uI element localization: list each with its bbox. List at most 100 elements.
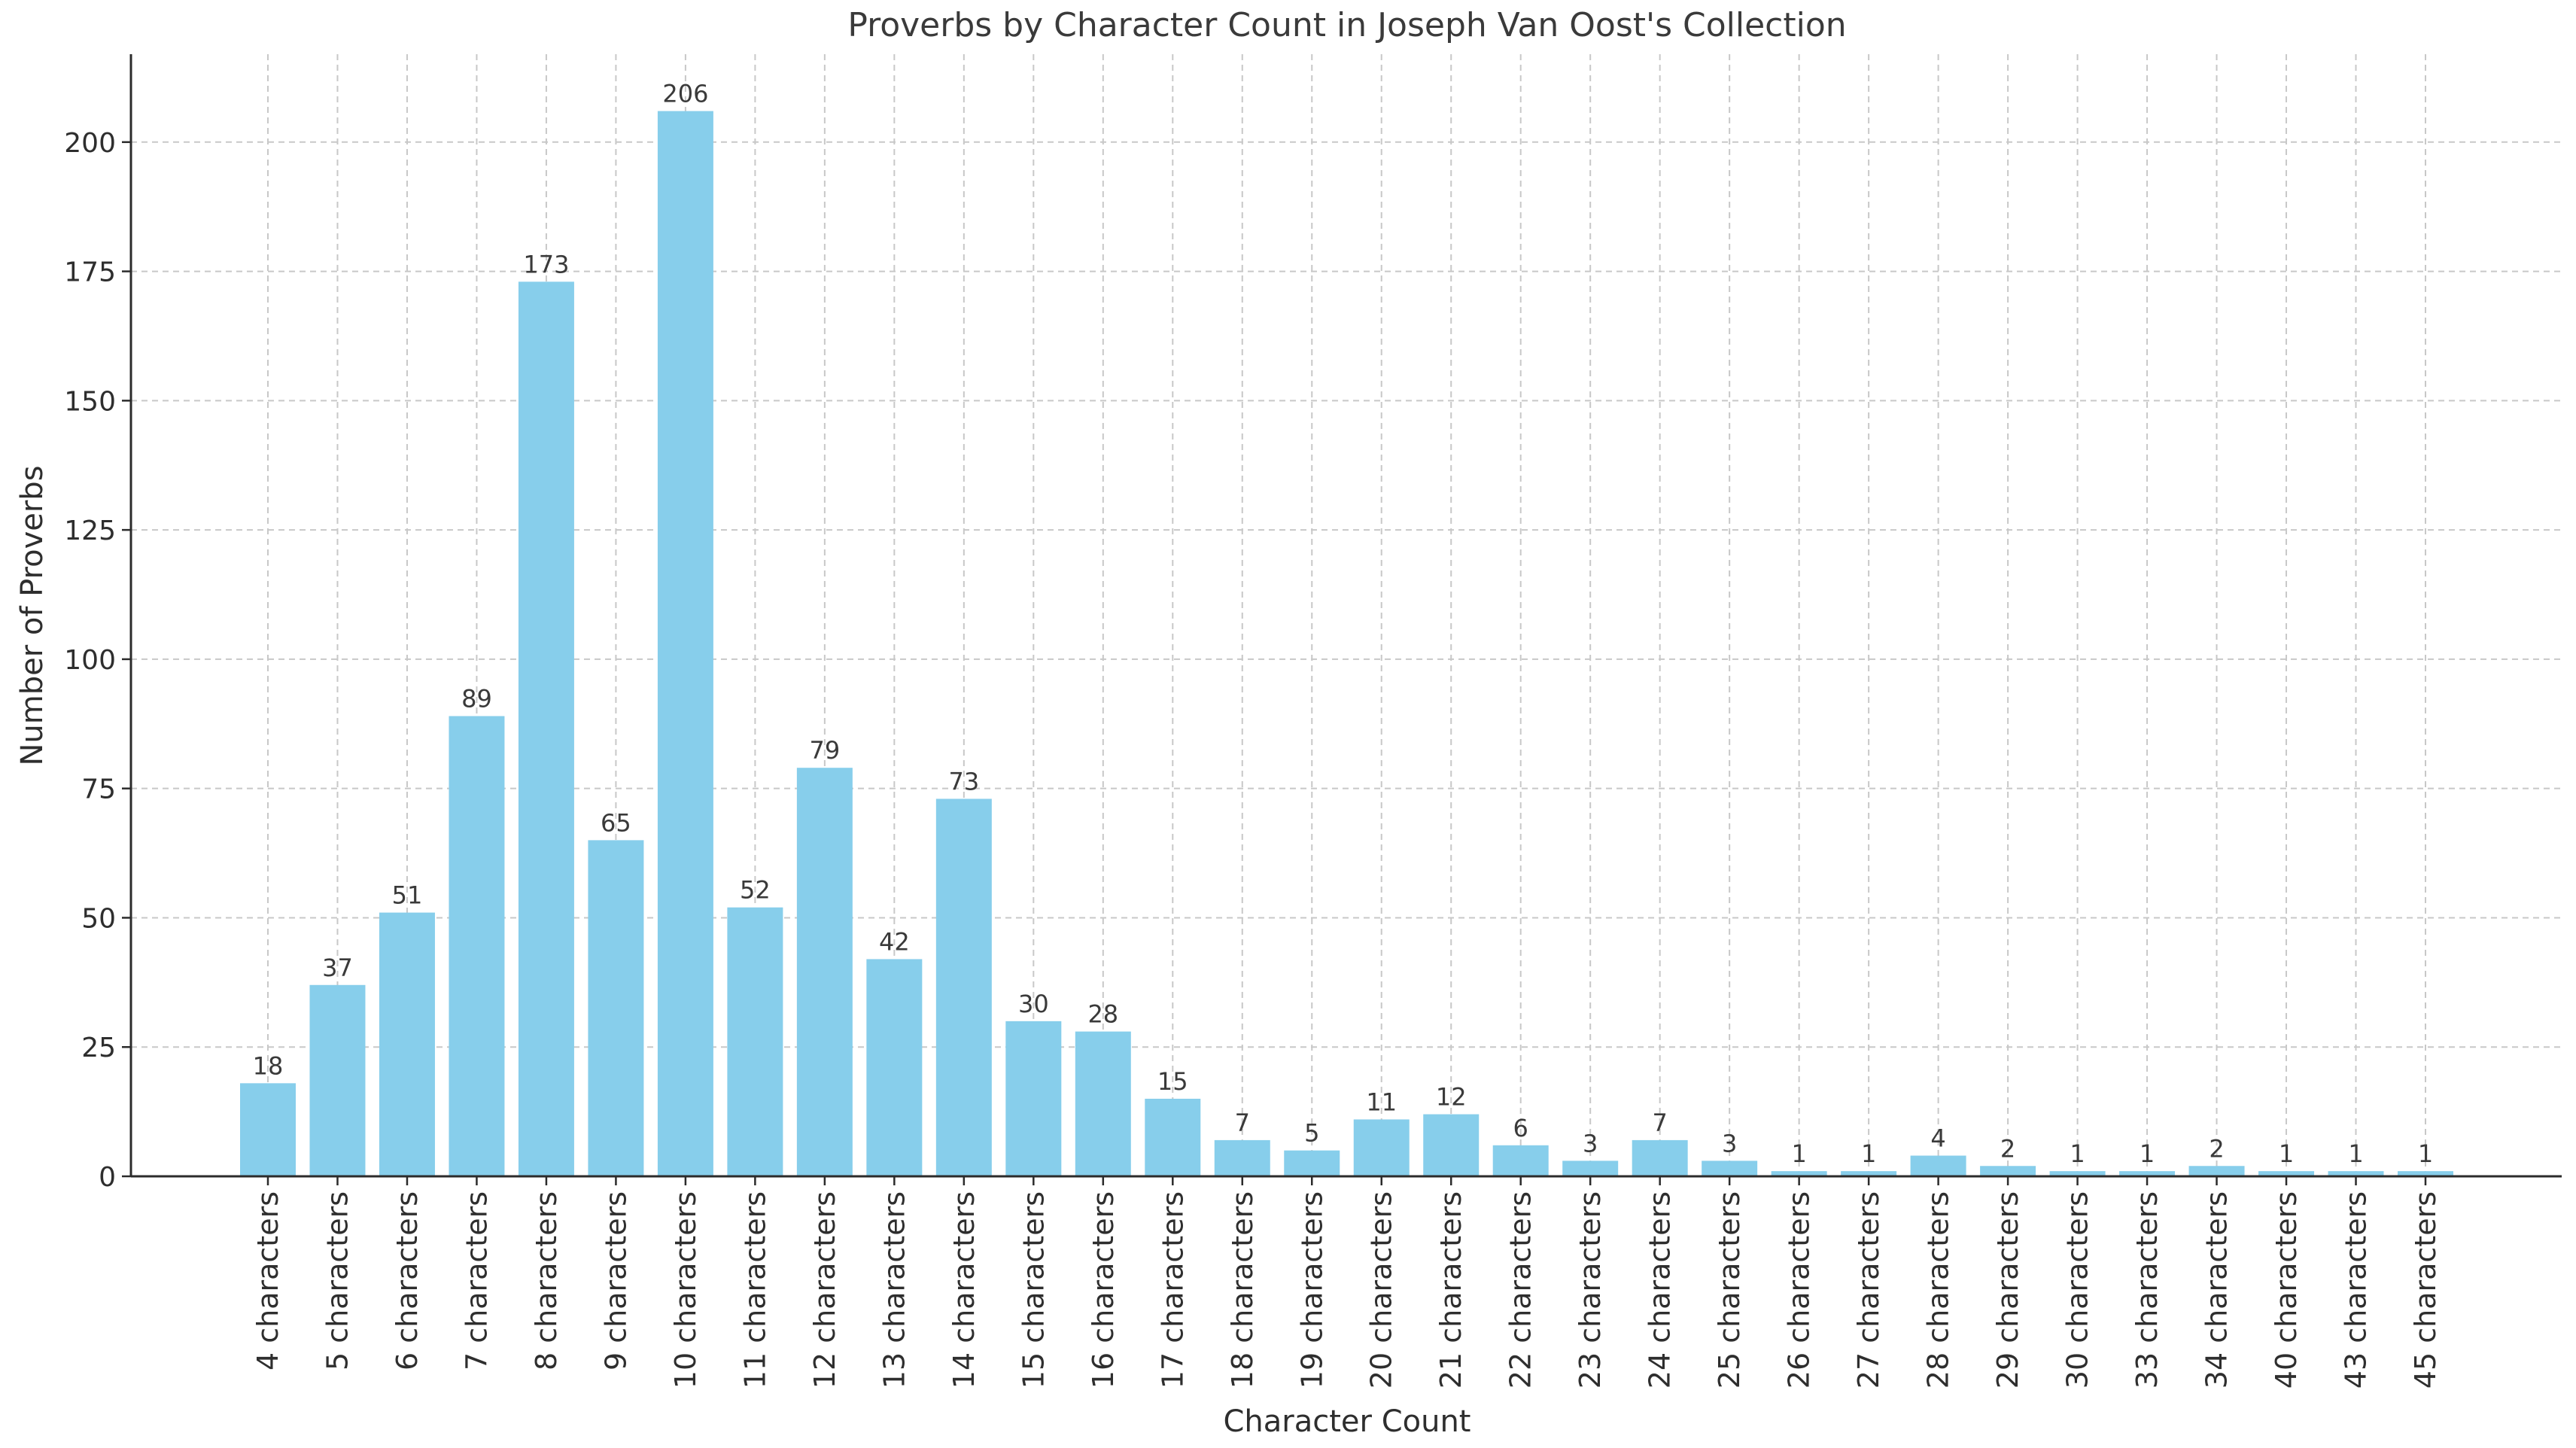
data-label: 51	[392, 881, 423, 910]
data-label: 1	[1791, 1139, 1806, 1168]
data-label: 30	[1018, 990, 1049, 1018]
bar	[1005, 1021, 1062, 1176]
bar	[1284, 1150, 1340, 1176]
y-tick-label: 50	[81, 903, 116, 934]
y-axis-label: Number of Proverbs	[15, 465, 50, 765]
x-tick-label: 10 characters	[669, 1191, 702, 1389]
y-tick-labels: 0 25 50 75 100 125 150 175 200	[64, 128, 116, 1193]
bar	[727, 907, 783, 1176]
x-tick-label: 7 characters	[460, 1191, 493, 1370]
x-tick-labels: 4 characters 5 characters 6 characters 7 ch…	[251, 1191, 2442, 1389]
x-axis-label: Character Count	[1224, 1404, 1471, 1439]
data-label: 37	[322, 954, 353, 982]
bar	[1075, 1031, 1131, 1176]
data-label: 5	[1304, 1119, 1319, 1148]
data-label: 7	[1652, 1109, 1667, 1137]
x-tick-label: 25 characters	[1713, 1191, 1746, 1389]
chart-title: Proverbs by Character Count in Joseph Va…	[847, 6, 1846, 44]
data-label: 11	[1366, 1088, 1397, 1116]
y-tick-label: 0	[99, 1162, 116, 1193]
data-label: 1	[1861, 1139, 1876, 1168]
x-tick-label: 17 characters	[1156, 1191, 1189, 1389]
x-tick-label: 4 characters	[251, 1191, 284, 1370]
bar	[1771, 1171, 1827, 1176]
x-tick-label: 11 characters	[738, 1191, 771, 1389]
bar	[1702, 1161, 1758, 1176]
data-label: 73	[948, 767, 979, 795]
data-label: 4	[1930, 1124, 1945, 1153]
data-label: 3	[1722, 1129, 1737, 1157]
axes	[122, 54, 2562, 1185]
y-tick-label: 175	[64, 257, 116, 288]
bar	[1214, 1139, 1270, 1176]
data-label: 65	[601, 808, 631, 837]
bar	[449, 716, 505, 1176]
x-tick-label: 5 characters	[321, 1191, 354, 1370]
x-tick-label: 33 characters	[2130, 1191, 2164, 1389]
bar	[1562, 1161, 1619, 1176]
x-tick-label: 20 characters	[1365, 1191, 1398, 1389]
bar	[2119, 1171, 2176, 1176]
x-tick-label: 12 characters	[808, 1191, 841, 1389]
data-label: 1	[2418, 1139, 2433, 1168]
x-tick-label: 9 characters	[599, 1191, 632, 1370]
x-tick-label: 13 characters	[877, 1191, 911, 1389]
y-tick-label: 25	[81, 1033, 116, 1063]
data-label: 2	[2209, 1134, 2224, 1163]
data-label: 18	[253, 1051, 284, 1080]
x-tick-label: 24 characters	[1644, 1191, 1677, 1389]
data-label: 79	[810, 736, 841, 765]
data-label: 1	[2348, 1139, 2363, 1168]
bar	[1841, 1171, 1897, 1176]
x-tick-label: 18 characters	[1226, 1191, 1259, 1389]
x-tick-label: 16 characters	[1087, 1191, 1120, 1389]
y-tick-label: 100	[64, 645, 116, 676]
y-tick-label: 75	[81, 774, 116, 805]
x-tick-label: 27 characters	[1852, 1191, 1885, 1389]
bar	[2188, 1166, 2245, 1176]
data-label: 28	[1087, 1000, 1118, 1029]
bar	[1492, 1145, 1549, 1176]
bar	[309, 984, 366, 1176]
y-tick-label: 150	[64, 386, 116, 417]
data-label: 15	[1157, 1067, 1188, 1096]
bar	[866, 959, 923, 1176]
bar	[1423, 1114, 1480, 1176]
data-label: 6	[1513, 1114, 1528, 1142]
bars	[240, 111, 2453, 1177]
bar	[935, 799, 992, 1176]
bar	[1980, 1166, 2036, 1176]
bar	[657, 111, 713, 1176]
bar	[2398, 1171, 2453, 1176]
bar	[1632, 1139, 1688, 1176]
x-tick-label: 8 characters	[530, 1191, 563, 1370]
x-tick-label: 45 characters	[2409, 1191, 2442, 1389]
bar	[2328, 1171, 2384, 1176]
y-tick-label: 200	[64, 128, 116, 159]
data-label: 89	[461, 684, 492, 713]
x-tick-label: 23 characters	[1574, 1191, 1607, 1389]
x-tick-label: 22 characters	[1504, 1191, 1537, 1389]
data-label: 12	[1436, 1083, 1467, 1112]
data-label: 1	[2140, 1139, 2155, 1168]
x-tick-label: 26 characters	[1783, 1191, 1816, 1389]
x-tick-label: 43 characters	[2340, 1191, 2373, 1389]
bar	[796, 768, 853, 1176]
data-label: 173	[523, 250, 569, 278]
x-tick-label: 34 characters	[2200, 1191, 2234, 1389]
bar	[2049, 1171, 2106, 1176]
data-label: 3	[1583, 1129, 1598, 1157]
bar	[379, 912, 435, 1176]
bar	[1145, 1098, 1201, 1176]
y-tick-label: 125	[64, 516, 116, 546]
data-label: 2	[2000, 1134, 2015, 1163]
x-tick-label: 6 characters	[391, 1191, 424, 1370]
data-label: 206	[662, 80, 708, 108]
x-tick-label: 14 characters	[947, 1191, 981, 1389]
data-label: 1	[2070, 1139, 2085, 1168]
data-label: 1	[2279, 1139, 2294, 1168]
data-label: 42	[879, 927, 910, 956]
x-tick-label: 19 characters	[1295, 1191, 1328, 1389]
